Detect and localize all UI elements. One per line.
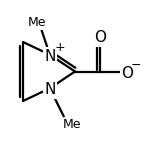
- Text: Me: Me: [63, 118, 81, 131]
- Text: O: O: [94, 30, 106, 45]
- Text: N: N: [44, 49, 56, 64]
- Text: −: −: [131, 59, 141, 72]
- Text: N: N: [44, 82, 56, 97]
- Text: +: +: [54, 41, 65, 54]
- Text: O: O: [121, 65, 133, 81]
- Text: Me: Me: [28, 16, 46, 29]
